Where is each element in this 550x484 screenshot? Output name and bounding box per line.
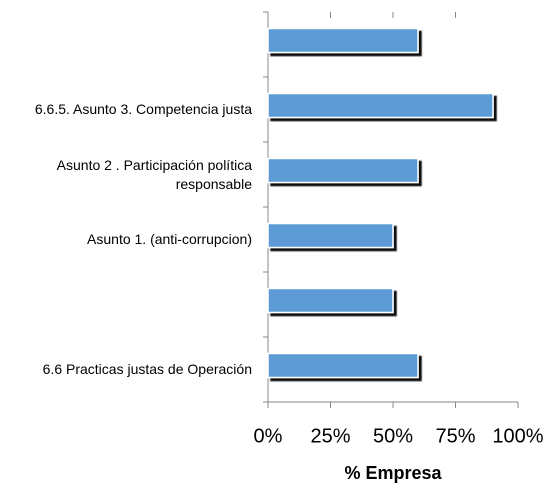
bar xyxy=(267,92,494,119)
y-tick-label: Asunto 1. (anti-corrupcion) xyxy=(87,231,252,247)
bar xyxy=(267,157,419,184)
y-tick-label: 6.6 Practicas justas de Operación xyxy=(42,361,252,377)
x-tick-label: 0% xyxy=(254,425,283,447)
x-axis-label: % Empresa xyxy=(344,463,442,483)
bar xyxy=(267,287,394,314)
x-tick-label: 75% xyxy=(435,425,475,447)
x-tick-label: 100% xyxy=(492,425,543,447)
y-tick-label: 6.6.5. Asunto 3. Competencia justa xyxy=(34,101,252,117)
x-tick-label: 50% xyxy=(373,425,413,447)
bar xyxy=(267,27,419,54)
bar xyxy=(267,222,394,249)
bar xyxy=(267,352,419,379)
x-tick-label: 25% xyxy=(310,425,350,447)
y-tick-label: Asunto 2 . Participación política respon… xyxy=(56,156,252,192)
